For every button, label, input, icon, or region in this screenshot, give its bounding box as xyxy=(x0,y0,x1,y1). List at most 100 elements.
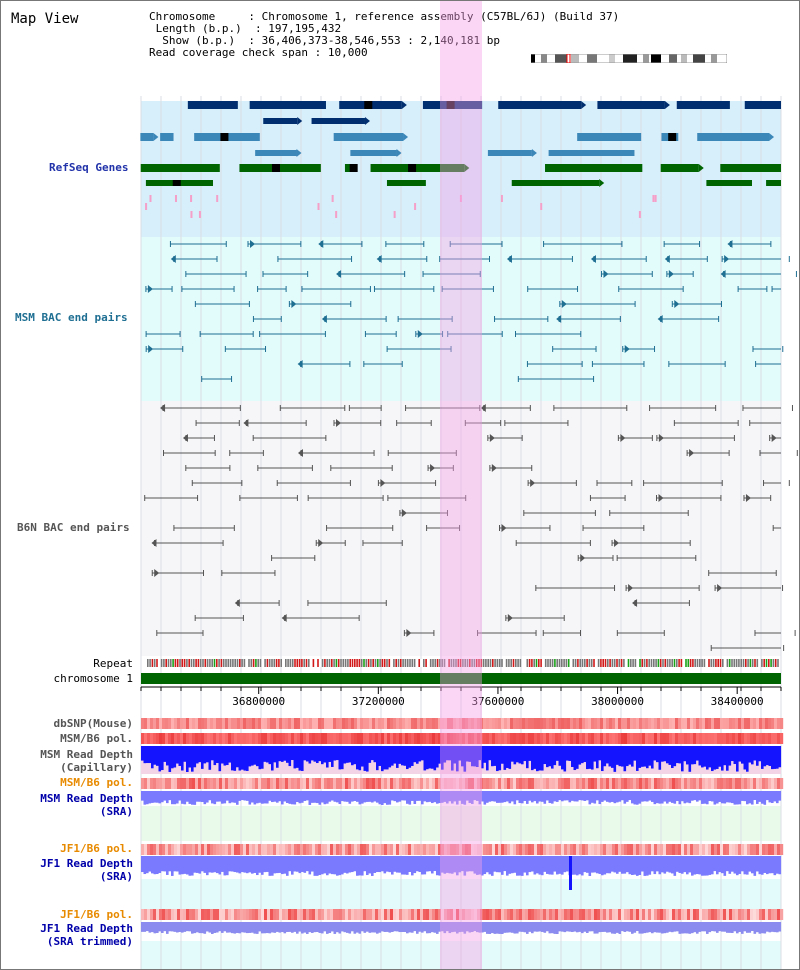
gene-feature xyxy=(660,164,699,172)
msm-pol-cell xyxy=(762,733,766,744)
jf1-sra-depth-bar xyxy=(758,856,762,875)
jf1-pol-cell xyxy=(558,844,562,855)
jf1-sra-depth-bar xyxy=(243,856,247,873)
repeat-element xyxy=(314,659,317,667)
repeat-element xyxy=(657,659,660,667)
jf1-pol2-cell xyxy=(564,909,568,920)
jf1-trim-depth-bar xyxy=(356,922,359,933)
msm-pol2-cell xyxy=(477,778,481,789)
dbsnp-cell xyxy=(195,718,199,729)
jf1-pol2-cell xyxy=(669,909,673,920)
jf1-pol2-cell xyxy=(168,909,172,920)
msm-sra-depth-bar xyxy=(206,791,209,803)
jf1-pol-cell xyxy=(618,844,622,855)
msm-pol2-cell xyxy=(147,778,151,789)
msm-pol-cell xyxy=(645,733,649,744)
jf1-pol2-cell xyxy=(330,909,334,920)
dbsnp-cell xyxy=(753,718,757,729)
ideogram-band xyxy=(711,54,717,63)
repeat-element xyxy=(749,659,752,667)
msm-pol2-cell xyxy=(663,778,667,789)
msm-pol2-cell xyxy=(726,778,730,789)
repeat-element xyxy=(370,659,372,667)
b6n-bac-pair-end xyxy=(658,494,664,502)
jf1-pol-cell xyxy=(645,844,649,855)
jf1-trim-depth-bar xyxy=(463,922,467,934)
jf1-sra-depth-bar xyxy=(378,856,382,873)
msm-cap-depth-bar xyxy=(733,746,737,765)
msm-pol2-cell xyxy=(747,778,751,789)
dbsnp-cell xyxy=(684,718,688,729)
jf1-trim-depth-bar xyxy=(411,922,414,933)
gene-feature xyxy=(498,101,582,109)
dbsnp-cell xyxy=(468,718,472,729)
jf1-sra-depth-bar xyxy=(498,856,502,873)
msm-bac-pair-end xyxy=(724,255,730,263)
dbsnp-cell xyxy=(507,718,511,729)
dbsnp-cell xyxy=(333,718,337,729)
msm-pol-cell xyxy=(318,733,322,744)
jf1-trim-depth-bar xyxy=(623,922,627,932)
msm-pol-cell xyxy=(429,733,433,744)
dbsnp-cell xyxy=(633,718,637,729)
repeat-element xyxy=(232,659,234,667)
chromosome-ideogram[interactable] xyxy=(531,54,727,63)
jf1-sra-depth-bar xyxy=(388,856,392,873)
jf1-pol-cell xyxy=(264,844,268,855)
msm-pol-cell xyxy=(450,733,454,744)
jf1-pol-cell xyxy=(600,844,604,855)
msm-sra-depth-bar xyxy=(658,791,662,804)
msm-sra-depth-bar xyxy=(228,791,232,804)
jf1-pol2-cell xyxy=(357,909,361,920)
jf1-trim-depth-bar xyxy=(668,922,672,932)
jf1-depth-spike xyxy=(569,856,572,890)
jf1-trim-depth-bar xyxy=(388,922,392,933)
jf1-sra-depth-bar xyxy=(501,856,504,875)
jf1-trim-depth-bar xyxy=(616,922,619,933)
msm-bac-pair-end xyxy=(321,315,327,323)
jf1-pol2-cell xyxy=(642,909,646,920)
repeat-element xyxy=(280,659,282,667)
jf1-sra-depth-bar xyxy=(748,856,752,872)
jf1-pol-cell xyxy=(279,844,283,855)
msm-cap-depth-bar xyxy=(678,746,682,764)
gene-arrow xyxy=(769,133,775,141)
jf1-pol2-cell xyxy=(627,909,631,920)
dbsnp-cell xyxy=(339,718,343,729)
msm-sra-depth-bar xyxy=(393,791,397,802)
msm-cap-depth-bar xyxy=(653,746,657,761)
msm-pol-cell xyxy=(690,733,694,744)
msm-cap-depth-bar xyxy=(293,746,297,769)
jf1-trim-depth-bar xyxy=(466,922,469,932)
jf1-trim-depth-bar xyxy=(446,922,449,932)
gene-exon-block xyxy=(668,133,677,141)
msm-sra-depth-bar xyxy=(473,791,477,801)
jf1-sra-depth-bar xyxy=(613,856,617,873)
repeat-element xyxy=(222,659,225,667)
msm-sra-depth-bar xyxy=(628,791,632,801)
msm-pol2-cell xyxy=(363,778,367,789)
jf1-trim-depth-bar xyxy=(673,922,677,932)
dbsnp-cell xyxy=(696,718,700,729)
repeat-element xyxy=(740,659,742,667)
jf1-pol2-cell xyxy=(228,909,232,920)
msm-sra-depth-bar xyxy=(586,791,589,801)
msm-pol2-cell xyxy=(384,778,388,789)
jf1-pol-cell xyxy=(390,844,394,855)
msm-pol2-cell xyxy=(480,778,484,789)
repeat-element xyxy=(268,659,271,667)
msm-pol2-cell xyxy=(153,778,157,789)
jf1-pol-cell xyxy=(198,844,202,855)
jf1-trim-depth-bar xyxy=(258,922,262,932)
msm-pol2-cell xyxy=(447,778,451,789)
jf1-sra-depth-bar xyxy=(741,856,744,872)
msm-cap-depth-bar xyxy=(278,746,282,762)
repeat-element xyxy=(519,659,522,667)
refseq-minor-feature xyxy=(317,203,320,210)
jf1-sra-depth-bar xyxy=(696,856,699,875)
dbsnp-cell xyxy=(267,718,271,729)
msm-pol2-cell xyxy=(462,778,466,789)
msm-pol2-cell xyxy=(231,778,235,789)
msm-sra-depth-bar xyxy=(648,791,652,801)
